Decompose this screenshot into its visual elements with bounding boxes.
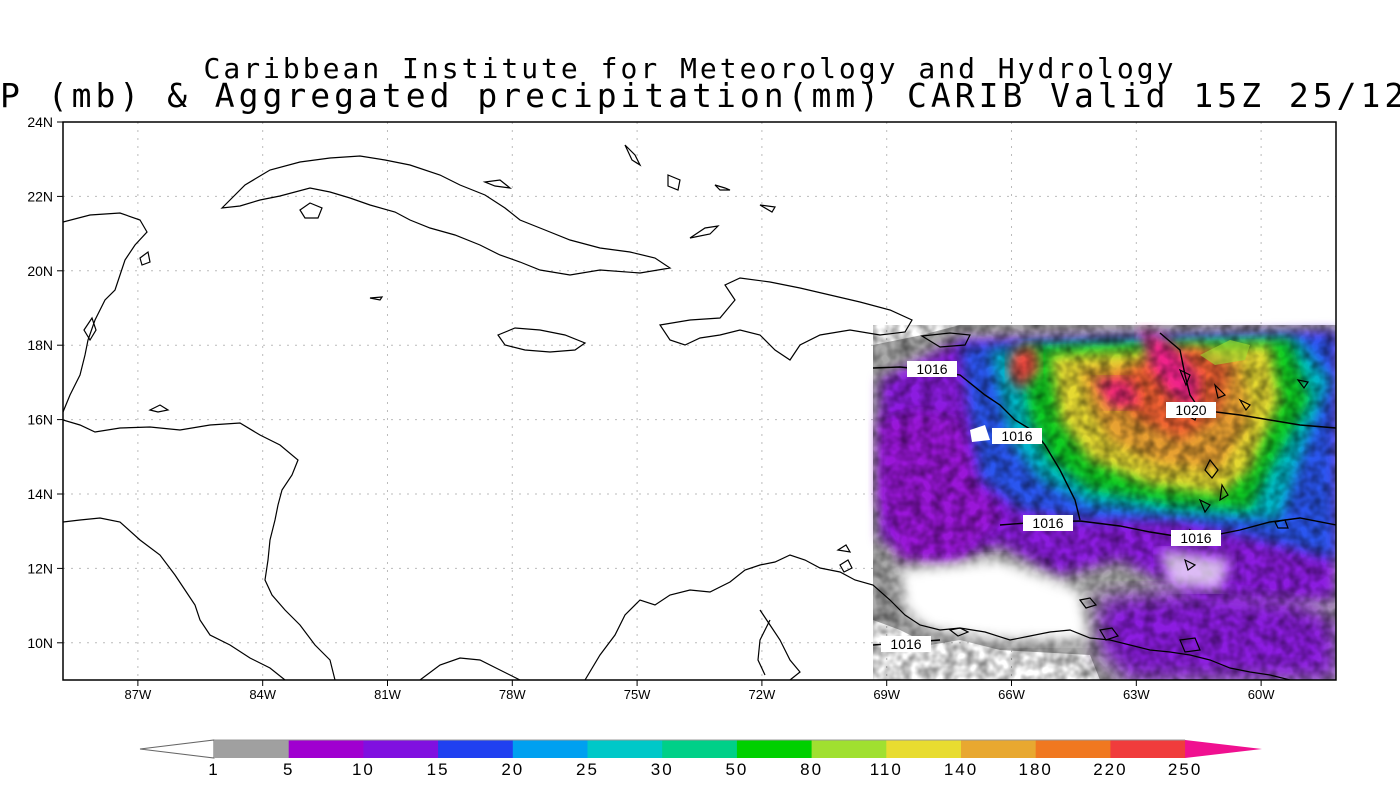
lon-tick-label: 75W xyxy=(624,687,651,702)
colorbar-segment xyxy=(736,740,813,758)
lon-tick-label: 66W xyxy=(998,687,1025,702)
lat-tick-label: 12N xyxy=(27,560,53,576)
lat-tick-label: 18N xyxy=(27,337,53,353)
colorbar-arrow-low xyxy=(139,739,215,759)
isobar-label: 1020 xyxy=(1166,402,1216,418)
lon-tick-label: 63W xyxy=(1123,687,1150,702)
lon-tick-label: 69W xyxy=(873,687,900,702)
colorbar-segment xyxy=(512,740,588,758)
colorbar-tick-label: 180 xyxy=(1019,760,1053,779)
colorbar-tick-label: 5 xyxy=(283,760,294,779)
precipitation-field xyxy=(873,325,1336,680)
colorbar-tick-label: 20 xyxy=(501,760,524,779)
colorbar-tick-label: 140 xyxy=(944,760,978,779)
precipitation-colorbar: 1 5 10 15 20 25 30 50 80 110 140 180 220 250 xyxy=(139,739,1262,779)
colorbar-tick-label: 25 xyxy=(576,760,599,779)
lon-tick-label: 72W xyxy=(749,687,776,702)
map-title-product: P (mb) & Aggregated precipitation(mm) CA… xyxy=(0,76,1400,115)
lon-tick-label: 87W xyxy=(125,687,152,702)
lon-tick-label: 78W xyxy=(499,687,526,702)
colorbar-segment xyxy=(587,740,663,758)
map-frame xyxy=(62,121,1337,681)
colorbar-tick-label: 10 xyxy=(352,760,375,779)
colorbar-segment xyxy=(438,740,514,758)
isobar-label: 1016 xyxy=(881,636,931,652)
longitude-axis: 87W 84W 81W 78W 75W 72W 69W 66W 63W 60W xyxy=(125,680,1275,702)
map-title-institute: Caribbean Institute for Meteorology and … xyxy=(203,52,1177,85)
colorbar-segment xyxy=(811,740,887,758)
isobar-label: 1016 xyxy=(1023,515,1073,531)
colorbar-segment xyxy=(1035,740,1111,758)
colorbar-tick-label: 220 xyxy=(1093,760,1127,779)
colorbar-tick-label: 110 xyxy=(870,760,903,779)
lat-tick-label: 14N xyxy=(27,486,53,502)
lon-tick-label: 60W xyxy=(1248,687,1275,702)
colorbar-segment xyxy=(1110,740,1186,758)
latitude-axis: 24N 22N 20N 18N 16N 14N 12N 10N xyxy=(27,114,63,651)
colorbar-tick-label: 1 xyxy=(208,760,219,779)
svg-text:1016: 1016 xyxy=(1180,530,1211,546)
colorbar-segment xyxy=(961,740,1037,758)
lat-tick-label: 10N xyxy=(27,635,53,651)
colorbar-tick-label: 30 xyxy=(651,760,674,779)
colorbar-segment xyxy=(214,740,290,758)
colorbar-segment xyxy=(363,740,439,758)
colorbar-segment xyxy=(288,740,364,758)
isobar-label: 1016 xyxy=(992,428,1042,444)
lat-tick-label: 20N xyxy=(27,263,53,279)
svg-text:1020: 1020 xyxy=(1175,402,1206,418)
svg-text:1016: 1016 xyxy=(1032,515,1063,531)
svg-text:1016: 1016 xyxy=(1001,428,1032,444)
colorbar-tick-label: 250 xyxy=(1168,760,1202,779)
svg-text:1016: 1016 xyxy=(916,361,947,377)
colorbar-arrow-high xyxy=(1185,740,1262,758)
lat-tick-label: 16N xyxy=(27,412,53,428)
colorbar-segment xyxy=(662,740,738,758)
coastlines xyxy=(63,144,1309,680)
colorbar-tick-label: 80 xyxy=(800,760,823,779)
isobar-labels: 1016 1020 1016 1016 1016 1016 xyxy=(881,361,1221,652)
colorbar-segment xyxy=(886,740,962,758)
lon-tick-label: 84W xyxy=(249,687,276,702)
svg-text:1016: 1016 xyxy=(890,636,921,652)
lon-tick-label: 81W xyxy=(374,687,401,702)
lat-tick-label: 24N xyxy=(27,114,53,130)
isobar-label: 1016 xyxy=(1171,530,1221,546)
isobar-label: 1016 xyxy=(907,361,957,377)
lat-tick-label: 22N xyxy=(27,188,53,204)
colorbar-tick-label: 50 xyxy=(725,760,748,779)
colorbar-tick-label: 15 xyxy=(427,760,450,779)
